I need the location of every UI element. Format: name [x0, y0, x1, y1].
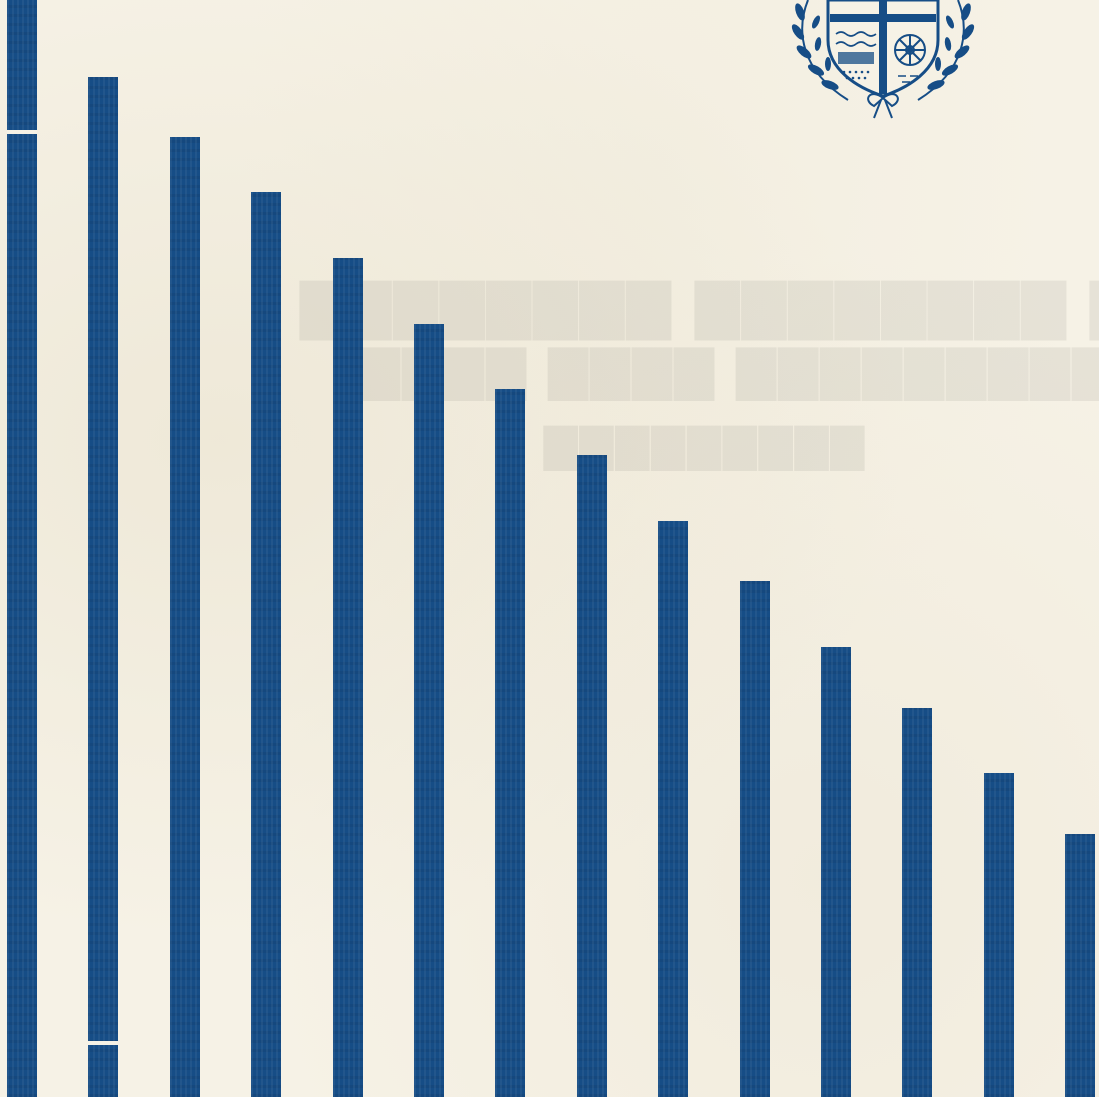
print-gap [7, 130, 37, 134]
print-gap [88, 1041, 119, 1045]
decorative-bar-2 [88, 77, 119, 1097]
crest-with-laurel-wreath-icon [791, 0, 975, 119]
decorative-bar-13 [983, 773, 1014, 1097]
decorative-bar-4 [251, 192, 282, 1097]
decorative-bar-14 [1065, 834, 1096, 1097]
decorative-bar-11 [821, 647, 851, 1097]
decorative-bar-5 [332, 258, 363, 1097]
decorative-bar-6 [414, 324, 444, 1097]
decorative-bar-3 [169, 137, 200, 1097]
decorative-bar-12 [902, 708, 933, 1097]
decorative-bar-9 [658, 521, 689, 1097]
decorative-bar-1 [7, 0, 37, 1097]
decorative-bar-10 [739, 581, 770, 1097]
decorative-bar-8 [576, 455, 607, 1097]
decorative-bar-7 [495, 389, 526, 1097]
show-through-line-2: ▇▇▇▇ ▇▇▇▇ ▇▇▇▇▇▇▇▇▇ [360, 340, 1099, 401]
